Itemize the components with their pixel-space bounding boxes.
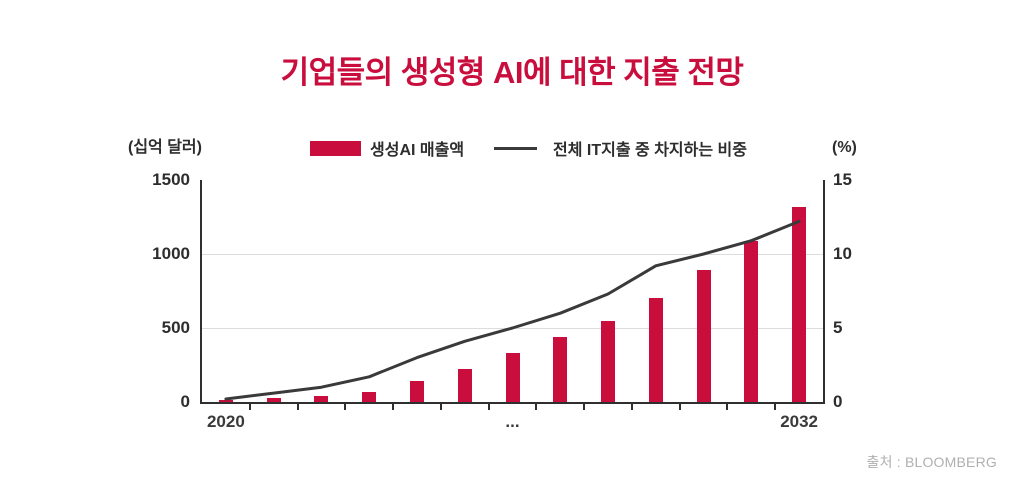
y-right-tick-label: 5 — [833, 318, 843, 337]
revenue-bar-2028 — [601, 320, 616, 402]
y-left-tick-label: 500 — [161, 318, 190, 337]
x-axis-tick — [344, 404, 347, 410]
x-axis-baseline — [200, 402, 825, 404]
revenue-bar-2031 — [744, 240, 759, 402]
revenue-bar-2021 — [266, 398, 281, 402]
revenue-bar-2023 — [362, 391, 377, 402]
x-axis-tick — [487, 404, 490, 410]
source-credit: 출처 : BLOOMBERG — [866, 454, 997, 470]
bar-series-swatch — [310, 140, 361, 156]
right-axis-unit-label: (%) — [832, 139, 857, 156]
revenue-bar-2032 — [792, 206, 807, 402]
y-right-tick-label: 0 — [833, 392, 843, 411]
revenue-bar-2030 — [696, 270, 711, 402]
x-axis-tick — [678, 404, 681, 410]
right-axis-line — [823, 180, 825, 404]
y-left-tick-label: 1000 — [152, 244, 190, 263]
x-axis-tick — [726, 404, 729, 410]
x-axis-tick — [248, 404, 251, 410]
it-spend-share-line — [224, 219, 801, 401]
y-left-tick-label: 0 — [180, 392, 190, 411]
revenue-bar-2026 — [505, 353, 520, 402]
y-right-tick-label: 15 — [833, 170, 852, 189]
revenue-bar-2027 — [553, 336, 568, 402]
revenue-bar-2024 — [409, 380, 424, 402]
x-tick-label-2020: 2020 — [206, 412, 245, 431]
x-axis-tick — [583, 404, 586, 410]
line-series-swatch — [494, 146, 538, 150]
gridline — [202, 254, 823, 255]
chart-title: 기업들의 생성형 AI에 대한 지출 전망 — [280, 55, 744, 90]
line-series — [224, 219, 801, 401]
x-axis-tick — [774, 404, 777, 410]
line-series-legend-label: 전체 IT지출 중 차지하는 비중 — [553, 142, 747, 159]
x-axis-tick — [535, 404, 538, 410]
y-right-tick-label: 10 — [833, 244, 852, 263]
revenue-bar-2029 — [648, 298, 663, 402]
revenue-bar-2020 — [218, 399, 233, 402]
revenue-bar-2022 — [314, 396, 329, 402]
x-axis-tick — [392, 404, 395, 410]
x-axis-tick — [296, 404, 299, 410]
x-tick-label-2032: 2032 — [780, 412, 819, 431]
x-axis-tick — [630, 404, 633, 410]
plot-area — [202, 180, 823, 402]
left-axis-unit-label: (십억 달러) — [128, 139, 202, 156]
x-tick-label-dotsdotsdots: ... — [505, 412, 520, 431]
bar-series-legend-label: 생성AI 매출액 — [370, 142, 465, 159]
legend: 생성AI 매출액 전체 IT지출 중 차지하는 비중 — [310, 136, 747, 160]
left-axis-line — [200, 180, 202, 404]
x-axis-tick — [439, 404, 442, 410]
revenue-bar-2025 — [457, 369, 472, 402]
y-left-tick-label: 1500 — [152, 170, 190, 189]
